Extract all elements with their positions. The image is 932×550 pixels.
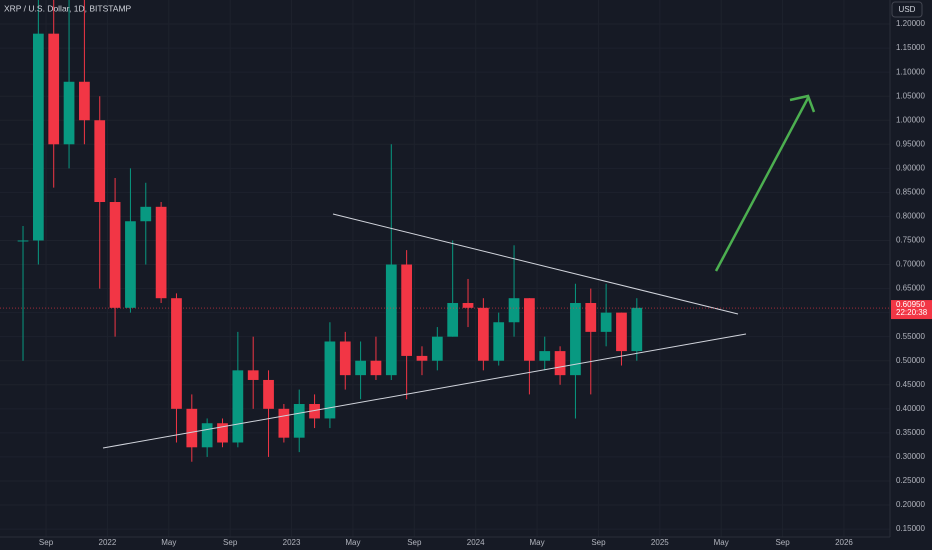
candle-body — [293, 404, 305, 438]
candle-body — [493, 322, 505, 361]
y-tick-label: 0.40000 — [896, 404, 925, 413]
x-tick-label: Sep — [407, 538, 422, 547]
candle-body — [217, 423, 228, 443]
y-tick-label: 0.35000 — [896, 428, 925, 437]
chart-title: XRP / U.S. Dollar, 1D, BITSTAMP — [4, 3, 132, 13]
y-tick-label: 0.15000 — [896, 524, 925, 533]
candle-body — [186, 408, 198, 448]
candle-body — [462, 303, 474, 308]
candle-body — [631, 307, 643, 352]
candle-body — [109, 202, 121, 308]
candle-body — [247, 370, 259, 380]
y-tick-label: 0.80000 — [896, 212, 925, 221]
x-tick-label: 2026 — [835, 538, 853, 547]
x-tick-label: Sep — [223, 538, 238, 547]
candle-body — [324, 341, 336, 419]
candle-body — [48, 33, 60, 145]
candle-body — [79, 81, 90, 121]
y-tick-label: 1.05000 — [896, 91, 925, 100]
candle-body — [32, 33, 44, 241]
y-tick-label: 0.65000 — [896, 284, 925, 293]
candle-body — [355, 360, 366, 376]
y-tick-label: 0.75000 — [896, 236, 925, 245]
y-tick-label: 0.95000 — [896, 139, 925, 148]
x-tick-label: Sep — [775, 538, 790, 547]
y-tick-label: 0.45000 — [896, 380, 925, 389]
candle-body — [508, 298, 520, 323]
candle-body — [477, 307, 489, 361]
candle-body — [401, 264, 413, 356]
x-tick-label: Sep — [39, 538, 54, 547]
candle-body — [17, 240, 29, 242]
x-tick-label: May — [345, 538, 360, 547]
candle-body — [263, 379, 274, 409]
candle-body — [125, 221, 136, 308]
currency-label[interactable]: USD — [899, 5, 916, 14]
candles — [17, 0, 643, 462]
y-tick-label: 0.70000 — [896, 260, 925, 269]
candle-body — [600, 312, 612, 332]
y-tick-label: 1.00000 — [896, 115, 925, 124]
candle-body — [616, 312, 627, 352]
candle-body — [155, 206, 167, 299]
candle-body — [278, 408, 290, 438]
y-tick-label: 0.25000 — [896, 476, 925, 485]
candle-body — [447, 303, 459, 337]
candle-body — [416, 355, 428, 361]
candle-body — [570, 303, 581, 376]
candle-body — [554, 351, 566, 376]
x-tick-label: 2023 — [283, 538, 301, 547]
candle-body — [339, 341, 351, 376]
y-tick-label: 1.20000 — [896, 19, 925, 28]
candle-body — [232, 370, 244, 443]
countdown-label: 22:20:38 — [896, 308, 928, 317]
candle-body — [140, 206, 152, 222]
y-tick-label: 1.10000 — [896, 67, 925, 76]
candle-body — [171, 298, 182, 409]
candle-body — [431, 336, 443, 361]
y-tick-label: 0.20000 — [896, 500, 925, 509]
x-tick-label: 2025 — [651, 538, 669, 547]
axes: 0.15000 0.20000 0.25000 0.30000 0.35000 0.400… — [0, 19, 932, 547]
candle-body — [370, 360, 382, 376]
y-tick-label: 0.55000 — [896, 332, 925, 341]
x-tick-label: May — [530, 538, 545, 547]
arrow — [714, 94, 816, 272]
candle-body — [585, 303, 597, 332]
candle-body — [201, 423, 213, 448]
y-tick-label: 0.85000 — [896, 187, 925, 196]
grid — [0, 0, 890, 537]
candle-body — [63, 81, 75, 145]
candle-body — [539, 351, 551, 361]
x-tick-label: 2024 — [467, 538, 485, 547]
y-tick-label: 0.90000 — [896, 163, 925, 172]
x-tick-label: May — [714, 538, 729, 547]
candle-body — [385, 264, 397, 376]
candle-body — [94, 120, 106, 203]
last-price-box — [891, 300, 932, 320]
y-tick-label: 0.50000 — [896, 356, 925, 365]
y-tick-label: 1.15000 — [896, 43, 925, 52]
x-tick-label: May — [161, 538, 176, 547]
candle-body — [524, 298, 535, 361]
currency-button[interactable] — [891, 1, 923, 18]
y-tick-label: 0.30000 — [896, 452, 925, 461]
lower-trendline — [102, 333, 747, 449]
upper-trendline — [332, 213, 739, 315]
x-tick-label: 2022 — [99, 538, 117, 547]
candle-body — [309, 404, 320, 419]
x-tick-label: Sep — [591, 538, 606, 547]
price-axis — [890, 0, 932, 550]
last-price-label: 0.60950 — [896, 300, 925, 309]
